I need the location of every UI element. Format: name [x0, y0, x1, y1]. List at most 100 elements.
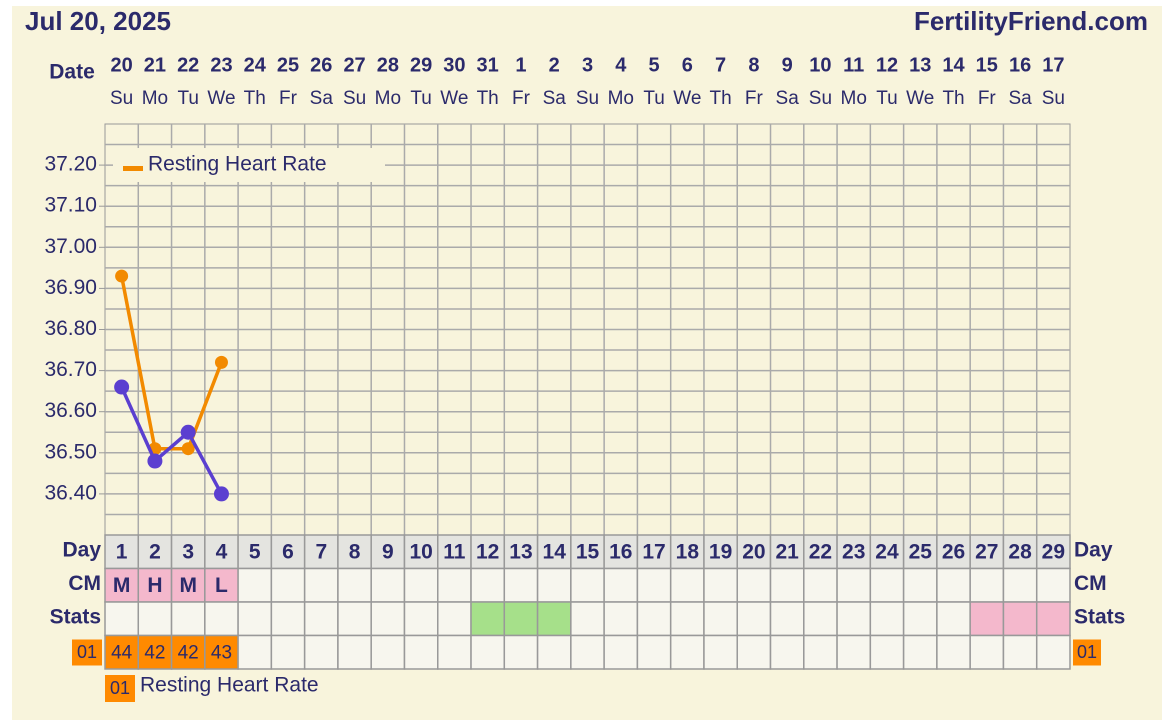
day-value: 16 [609, 540, 632, 563]
y-tick-label: 36.60 [44, 399, 97, 422]
date: 2 [549, 54, 560, 76]
date: 27 [343, 54, 365, 76]
weekday: Su [576, 88, 599, 109]
day-cell [403, 534, 439, 570]
weekday: Su [809, 88, 832, 109]
cm-cell [503, 567, 539, 603]
cm-cell [869, 567, 905, 603]
cm-cell [969, 567, 1005, 603]
date: 7 [715, 54, 726, 76]
stats-cell [769, 601, 805, 637]
day-cell [437, 534, 472, 570]
footer-label: Resting Heart Rate [140, 674, 319, 697]
day-value: 8 [349, 540, 361, 563]
row-label: CM [1074, 572, 1107, 595]
row-label: Stats [1074, 605, 1125, 628]
rhr-value: 44 [111, 642, 133, 663]
day-value: 3 [182, 540, 194, 563]
cm-cell [902, 567, 938, 603]
date: 31 [477, 54, 499, 76]
date: 23 [210, 54, 232, 76]
rhr-cell [836, 634, 872, 670]
row-label: 01 [77, 642, 97, 662]
stats-cell [170, 601, 206, 637]
rhr-cell [470, 634, 506, 670]
stats-cell [570, 601, 605, 637]
weekday: We [207, 88, 235, 109]
day-value: 19 [709, 540, 732, 563]
cm-cell [403, 567, 439, 603]
day-cell [104, 534, 140, 570]
cm-cell [1035, 567, 1071, 603]
stats-cell [303, 601, 339, 637]
day-cell [869, 534, 905, 570]
cm-cell [769, 567, 805, 603]
weekday: Su [110, 88, 133, 109]
rhr-cell [337, 634, 372, 670]
day-value: 9 [382, 540, 394, 563]
day-value: 20 [742, 540, 765, 563]
stats-cell [503, 601, 539, 637]
rhr-cell [636, 634, 672, 670]
stats-cell [703, 601, 738, 637]
site-name: FertilityFriend.com [914, 6, 1148, 36]
rhr-cell [536, 634, 572, 670]
cm-cell [303, 567, 339, 603]
footer-code-box [105, 675, 135, 702]
stats-cell [636, 601, 672, 637]
cm-cell [1002, 567, 1038, 603]
weekday: Mo [608, 88, 634, 109]
day-value: 24 [875, 540, 899, 563]
date: 26 [310, 54, 332, 76]
rhr-cell [869, 634, 905, 670]
date: 24 [244, 54, 267, 76]
weekday: We [673, 88, 701, 109]
weekday: Su [343, 88, 366, 109]
cm-value: H [147, 574, 162, 597]
day-value: 18 [676, 540, 700, 563]
day-value: 15 [576, 540, 600, 563]
point [114, 379, 130, 395]
day-cell [969, 534, 1005, 570]
cm-cell [104, 567, 140, 603]
day-value: 17 [642, 540, 665, 563]
date: 29 [410, 54, 432, 76]
date: 20 [111, 54, 133, 76]
rhr-cell [936, 634, 971, 670]
stats-cell [204, 601, 239, 637]
cm-cell [137, 567, 173, 603]
date: 3 [582, 54, 593, 76]
day-cell [669, 534, 705, 570]
cm-cell [536, 567, 572, 603]
day-value: 23 [842, 540, 865, 563]
rhr-cell [669, 634, 705, 670]
series-line [120, 386, 224, 495]
rhr-cell [570, 634, 605, 670]
rhr-value: 42 [178, 642, 199, 663]
weekday: Tu [177, 88, 198, 109]
day-cell [303, 534, 339, 570]
weekday: Su [1042, 88, 1065, 109]
day-value: 2 [149, 540, 161, 563]
rhr-cell [803, 634, 838, 670]
cm-cell [736, 567, 772, 603]
weekday: Fr [745, 88, 764, 109]
date: 10 [809, 54, 831, 76]
rhr-cell [437, 634, 472, 670]
date: 22 [177, 54, 199, 76]
rhr-cell [237, 634, 273, 670]
day-value: 14 [543, 540, 567, 563]
stats-cell [736, 601, 772, 637]
rhr-cell [303, 634, 339, 670]
cm-value: M [179, 574, 197, 597]
date: 21 [144, 54, 166, 76]
y-tick-label: 37.00 [44, 235, 97, 258]
cm-value: M [113, 574, 131, 597]
row-label: Day [1074, 538, 1113, 561]
day-value: 7 [315, 540, 327, 563]
legend-label: Resting Heart Rate [148, 153, 327, 176]
date: 11 [843, 54, 864, 76]
legend-swatch [123, 166, 143, 171]
weekday: Sa [1008, 88, 1032, 109]
